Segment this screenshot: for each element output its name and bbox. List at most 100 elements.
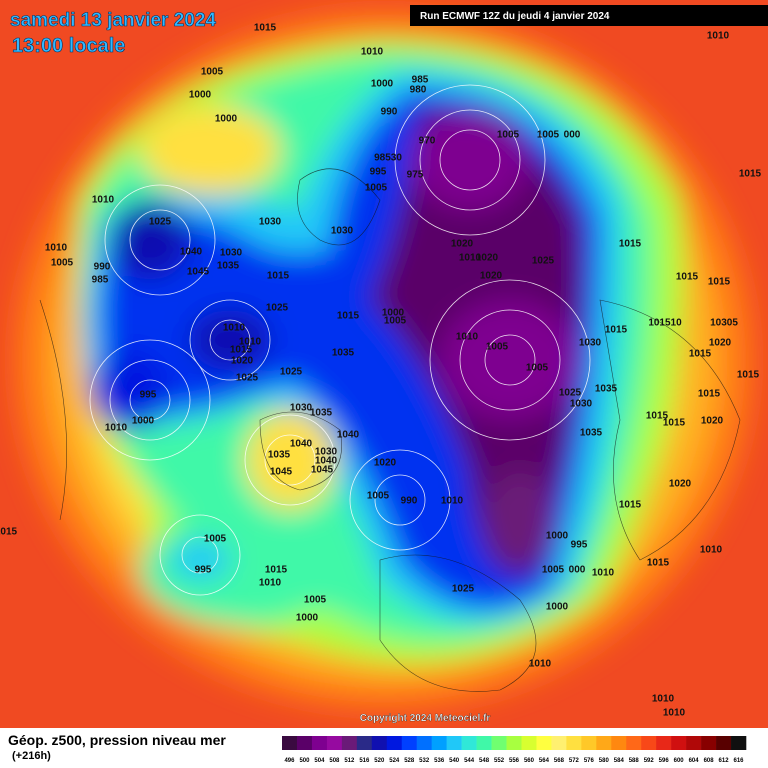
legend-swatch (626, 736, 642, 750)
isobar-label: 1030 (290, 403, 313, 414)
legend-swatch (641, 736, 657, 750)
isobar-label: 1025 (280, 367, 303, 378)
isobar-label: 1005 (51, 258, 74, 269)
legend-label: 496 (284, 758, 295, 764)
isobar-label: 1005 (537, 130, 560, 141)
legend-swatch (326, 736, 343, 750)
isobar-label: 1015 (646, 411, 669, 422)
legend-label: 568 (554, 758, 565, 764)
isobar-label: 1010 (92, 195, 115, 206)
legend-label: 532 (419, 758, 430, 764)
legend-swatch (416, 736, 432, 750)
legend-label: 548 (479, 758, 490, 764)
legend-label: 504 (314, 758, 325, 764)
legend-swatch (386, 736, 403, 750)
isobar-label: 10305 (710, 318, 738, 329)
isobar-label: 985 (92, 275, 109, 286)
isobar-label: 1035 (217, 261, 240, 272)
legend-label: 604 (689, 758, 700, 764)
legend-label: 600 (674, 758, 685, 764)
isobar-label: 980 (410, 85, 427, 96)
legend-swatch (611, 736, 627, 750)
map-field (0, 0, 768, 728)
isobar-label: 995 (195, 565, 212, 576)
isobar-label: 1020 (669, 479, 692, 490)
isobar-label: 1005 (201, 67, 224, 78)
legend-label: 540 (449, 758, 460, 764)
legend-label: 612 (719, 758, 730, 764)
isobar-label: 1015 (265, 565, 288, 576)
legend-swatch (596, 736, 612, 750)
isobar-label: 1005 (365, 183, 388, 194)
isobar-label: 1000 (371, 79, 394, 90)
isobar-label: 1010 (456, 332, 479, 343)
footer-lead: (+216h) (12, 750, 51, 762)
isobar-label: 1035 (595, 384, 618, 395)
legend-label: 536 (434, 758, 445, 764)
legend-label: 528 (404, 758, 415, 764)
legend-label: 556 (509, 758, 520, 764)
legend-swatch (566, 736, 582, 750)
legend-swatch (581, 736, 597, 750)
legend-label: 608 (704, 758, 715, 764)
time: 13:00 locale (12, 35, 125, 57)
legend-label: 508 (329, 758, 340, 764)
legend-swatch (356, 736, 373, 750)
legend-swatch (371, 736, 388, 750)
legend-label: 524 (389, 758, 400, 764)
isobar-label: 98530 (374, 153, 402, 164)
legend-swatch (686, 736, 702, 750)
isobar-label: 1015 (0, 527, 18, 538)
legend-swatch (476, 736, 492, 750)
isobar-label: 1025 (452, 584, 475, 595)
isobar-label: 1045 (311, 465, 334, 476)
isobar-label: 1000 (382, 308, 405, 319)
isobar-label: 1015 (254, 23, 277, 34)
legend-label: 516 (359, 758, 370, 764)
isobar-label: 995 (140, 390, 157, 401)
isobar-label: 995 (571, 540, 588, 551)
legend-swatch (671, 736, 687, 750)
isobar-label: 1010 (259, 578, 282, 589)
isobar-label: 1015 (708, 277, 731, 288)
legend-swatch (551, 736, 567, 750)
legend-label: 592 (644, 758, 655, 764)
copyright: Copyright 2024 Meteociel.fr (360, 713, 491, 724)
legend-label: 616 (734, 758, 745, 764)
isobar-label: 1015 (337, 311, 360, 322)
isobar-label: 1015 (698, 389, 721, 400)
isobar-label: 1010 (663, 708, 686, 719)
isobar-label: 1045 (187, 267, 210, 278)
legend-swatch (731, 736, 747, 750)
isobar-label: 1025 (532, 256, 555, 267)
isobar-label: 990 (401, 496, 418, 507)
isobar-label: 1030 (220, 248, 243, 259)
isobar-label: 1015 (676, 272, 699, 283)
isobar-label: 1005 (367, 491, 390, 502)
legend-label: 572 (569, 758, 580, 764)
isobar-label: 000 (569, 565, 586, 576)
isobar-label: 1015 (647, 558, 670, 569)
legend-label: 500 (299, 758, 310, 764)
legend-swatch (341, 736, 358, 750)
isobar-label: 1010 (223, 323, 246, 334)
legend: 496 500 504 508 512 516 520 524 528 532 536 540 544 5… (282, 736, 747, 764)
isobar-label: 1020 (231, 356, 254, 367)
isobar-label: 1030 (570, 399, 593, 410)
isobar-label: 1000 (132, 416, 155, 427)
isobar-label: 1015 (737, 370, 760, 381)
isobar-label: 990 (381, 107, 398, 118)
isobar-label: 1015 (230, 345, 253, 356)
legend-label: 580 (599, 758, 610, 764)
run-info: Run ECMWF 12Z du jeudi 4 janvier 2024 (420, 11, 610, 22)
isobar-label: 985 (412, 75, 429, 86)
legend-label: 576 (584, 758, 595, 764)
legend-swatch (282, 736, 298, 750)
isobar-label: 1040 (337, 430, 360, 441)
legend-label: 552 (494, 758, 505, 764)
isobar-label: 1025 (236, 373, 259, 384)
isobar-label: 1040 (180, 247, 203, 258)
legend-swatch (311, 736, 328, 750)
isobar-label: 1005 (304, 595, 327, 606)
